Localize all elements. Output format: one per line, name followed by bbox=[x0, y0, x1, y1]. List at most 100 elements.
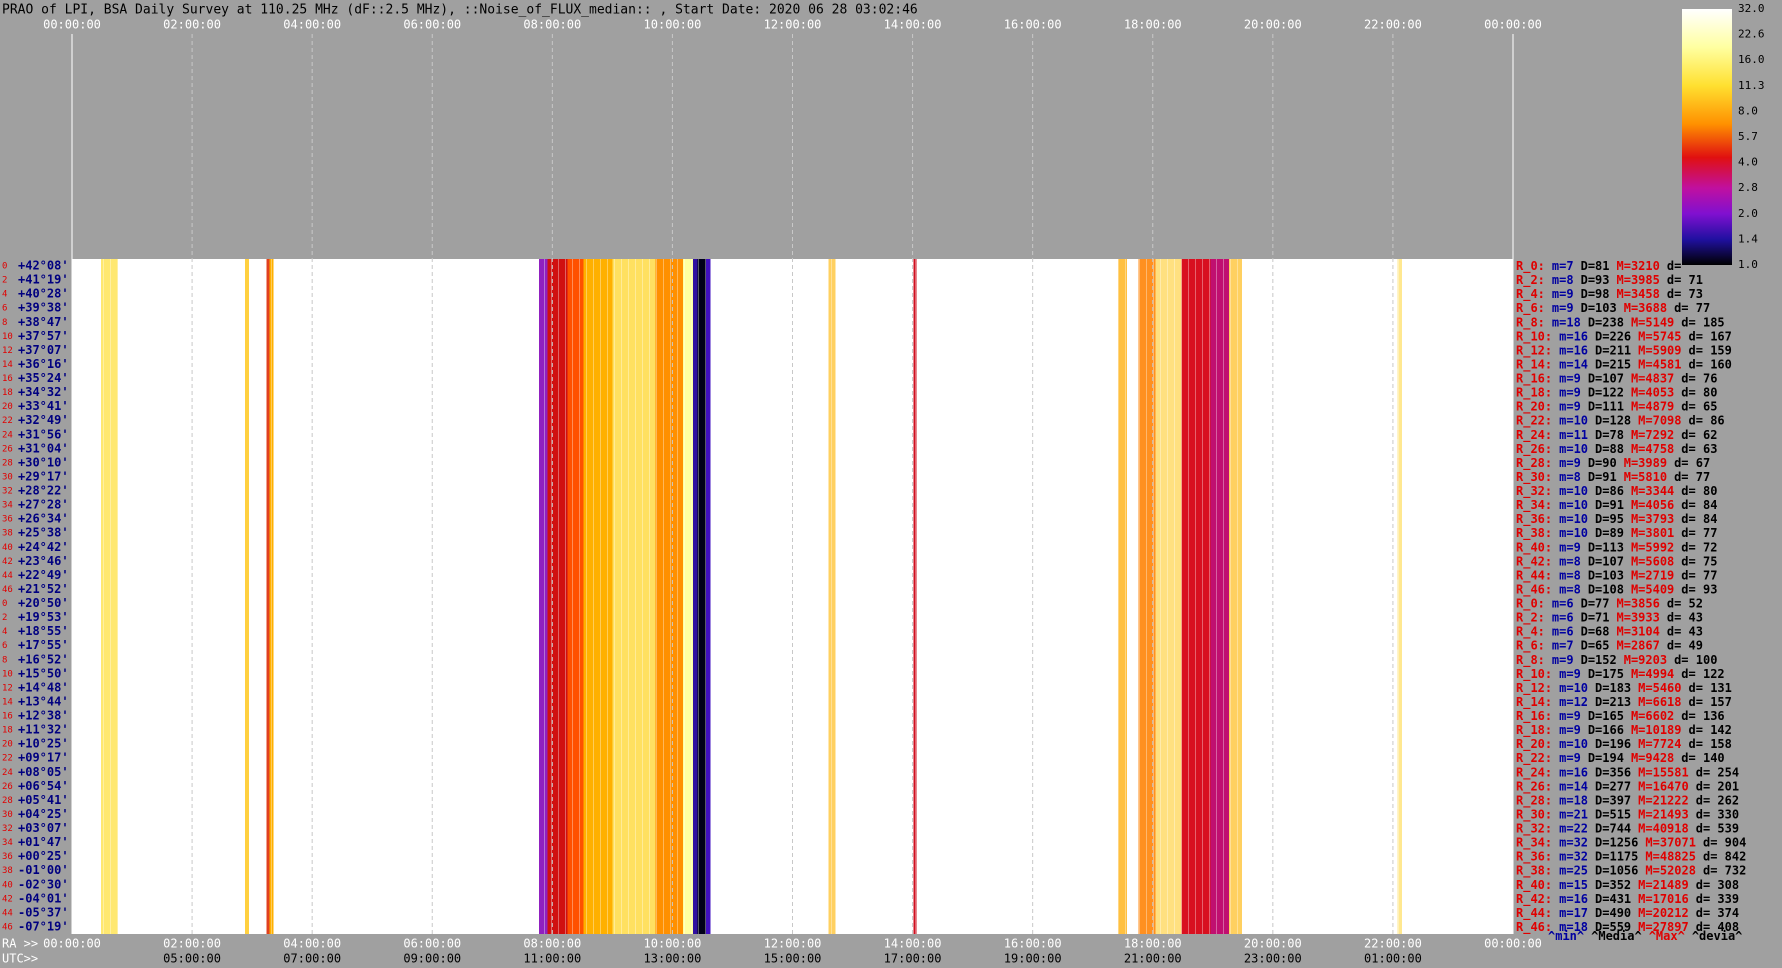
stat-d: d= 72 bbox=[1681, 540, 1717, 554]
stat-m: M=21493 bbox=[1638, 807, 1689, 821]
stat-m: m=32 bbox=[1559, 835, 1588, 849]
stat-beam: R_38: bbox=[1516, 526, 1552, 541]
stat-m: M=5409 bbox=[1631, 582, 1674, 596]
top-tick-label: 00:00:00 bbox=[43, 18, 101, 32]
stat-beam: R_30: bbox=[1516, 469, 1552, 484]
stat-m: M=27897 bbox=[1638, 919, 1689, 933]
stat-beam: R_34: bbox=[1516, 835, 1552, 850]
declination: +30°10' bbox=[18, 455, 69, 469]
row-stats: R_40: m=15 D=352 M=21489 d= 308 bbox=[1516, 877, 1739, 892]
colorbar-tick-label: 1.4 bbox=[1738, 232, 1758, 245]
stat-m: M=3210 bbox=[1617, 259, 1660, 273]
declination: -02°30' bbox=[18, 877, 69, 891]
stat-m: M=5745 bbox=[1638, 329, 1681, 343]
row-stats: R_0: m=6 D=77 M=3856 d= 52 bbox=[1516, 596, 1703, 611]
row-stats: R_46: m=18 D=559 M=27897 d= 408 bbox=[1516, 919, 1739, 934]
stat-d: d= 77 bbox=[1674, 301, 1710, 315]
stat-d: D=91 bbox=[1588, 469, 1617, 483]
stat-beam: R_16: bbox=[1516, 371, 1552, 386]
stat-d: D=277 bbox=[1595, 779, 1631, 793]
declination: +37°57' bbox=[18, 329, 69, 343]
stat-d: D=1175 bbox=[1595, 849, 1638, 863]
stat-d: D=431 bbox=[1595, 891, 1631, 905]
row-number: 2 bbox=[2, 613, 7, 623]
row-number: 12 bbox=[2, 346, 13, 356]
row-number: 16 bbox=[2, 374, 13, 384]
stat-d: D=152 bbox=[1581, 652, 1617, 666]
declination: +37°07' bbox=[18, 343, 69, 357]
utc-tick-label: 23:00:00 bbox=[1244, 952, 1302, 966]
stat-d: d= 67 bbox=[1674, 455, 1710, 469]
stat-m: M=48825 bbox=[1645, 849, 1696, 863]
row-stats: R_20: m=9 D=111 M=4879 d= 65 bbox=[1516, 399, 1717, 414]
stat-m: m=9 bbox=[1559, 666, 1581, 680]
stat-d: d= 732 bbox=[1703, 863, 1746, 877]
declination: +11°32' bbox=[18, 723, 69, 737]
stat-m: M=7098 bbox=[1638, 413, 1681, 427]
stat-d: D=1256 bbox=[1595, 835, 1638, 849]
stat-m: M=7724 bbox=[1638, 737, 1681, 751]
colorbar-tick-label: 16.0 bbox=[1738, 53, 1765, 66]
stat-beam: R_14: bbox=[1516, 357, 1552, 372]
stat-d: D=93 bbox=[1581, 273, 1610, 287]
stat-m: M=4879 bbox=[1631, 399, 1674, 413]
stat-m: m=21 bbox=[1559, 807, 1588, 821]
stat-beam: R_28: bbox=[1516, 793, 1552, 808]
stat-d: D=107 bbox=[1588, 554, 1624, 568]
row-number: 30 bbox=[2, 472, 13, 482]
stat-beam: R_4: bbox=[1516, 624, 1545, 639]
row-stats: R_42: m=8 D=107 M=5608 d= 75 bbox=[1516, 554, 1717, 569]
stat-beam: R_34: bbox=[1516, 498, 1552, 513]
row-number: 2 bbox=[2, 276, 7, 286]
stat-beam: R_26: bbox=[1516, 441, 1552, 456]
stat-beam: R_18: bbox=[1516, 723, 1552, 738]
stat-m: M=3856 bbox=[1617, 596, 1660, 610]
stat-m: m=15 bbox=[1559, 877, 1588, 891]
row-stats: R_46: m=8 D=108 M=5409 d= 93 bbox=[1516, 582, 1717, 597]
row-number: 10 bbox=[2, 669, 13, 679]
stat-d: d= 84 bbox=[1681, 498, 1717, 512]
stat-d: d= 80 bbox=[1681, 484, 1717, 498]
stat-d: D=91 bbox=[1595, 498, 1624, 512]
row-number: 32 bbox=[2, 487, 13, 497]
stat-beam: R_38: bbox=[1516, 863, 1552, 878]
declination: +04°25' bbox=[18, 807, 69, 821]
stat-d: D=352 bbox=[1595, 877, 1631, 891]
stat-m: M=3688 bbox=[1624, 301, 1667, 315]
ra-tick-label: 16:00:00 bbox=[1004, 937, 1062, 951]
stat-m: m=9 bbox=[1552, 287, 1574, 301]
stat-beam: R_42: bbox=[1516, 891, 1552, 906]
stat-beam: R_32: bbox=[1516, 484, 1552, 499]
ra-tick-label: 10:00:00 bbox=[644, 937, 702, 951]
row-number: 8 bbox=[2, 318, 7, 328]
row-number: 34 bbox=[2, 501, 13, 511]
stat-beam: R_24: bbox=[1516, 427, 1552, 442]
utc-tick-label: 11:00:00 bbox=[523, 952, 581, 966]
declination: +36°16' bbox=[18, 357, 69, 371]
row-number: 28 bbox=[2, 796, 13, 806]
ra-tick-label: 00:00:00 bbox=[1484, 937, 1542, 951]
row-stats: R_14: m=12 D=213 M=6618 d= 157 bbox=[1516, 694, 1732, 709]
ra-tick-label: 04:00:00 bbox=[283, 937, 341, 951]
stat-d: D=194 bbox=[1588, 751, 1624, 765]
stat-m: M=16470 bbox=[1638, 779, 1689, 793]
ra-tick-label: 06:00:00 bbox=[403, 937, 461, 951]
declination: -05°37' bbox=[18, 905, 69, 919]
stat-beam: R_46: bbox=[1516, 919, 1552, 934]
stat-d: D=211 bbox=[1595, 343, 1631, 357]
stat-m: M=21489 bbox=[1638, 877, 1689, 891]
stat-m: M=4581 bbox=[1638, 357, 1681, 371]
stat-beam: R_20: bbox=[1516, 399, 1552, 414]
ra-tick-label: 12:00:00 bbox=[764, 937, 822, 951]
stat-beam: R_10: bbox=[1516, 666, 1552, 681]
stat-m: m=22 bbox=[1559, 821, 1588, 835]
row-stats: R_12: m=16 D=211 M=5909 d= 159 bbox=[1516, 343, 1732, 358]
declination: +31°56' bbox=[18, 427, 69, 441]
stat-beam: R_32: bbox=[1516, 821, 1552, 836]
ra-prefix: RA >> bbox=[2, 937, 38, 951]
stat-beam: R_40: bbox=[1516, 540, 1552, 555]
top-tick-label: 00:00:00 bbox=[1484, 18, 1542, 32]
stat-beam: R_44: bbox=[1516, 905, 1552, 920]
stat-m: M=4994 bbox=[1631, 666, 1674, 680]
